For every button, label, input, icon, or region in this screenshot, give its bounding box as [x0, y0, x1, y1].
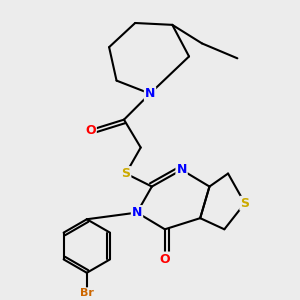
Text: S: S	[240, 197, 249, 210]
Text: N: N	[132, 206, 142, 219]
Text: O: O	[160, 253, 170, 266]
Text: N: N	[145, 87, 155, 100]
Text: N: N	[176, 163, 187, 176]
Text: S: S	[121, 167, 130, 180]
Text: Br: Br	[80, 288, 94, 298]
Text: O: O	[85, 124, 96, 136]
